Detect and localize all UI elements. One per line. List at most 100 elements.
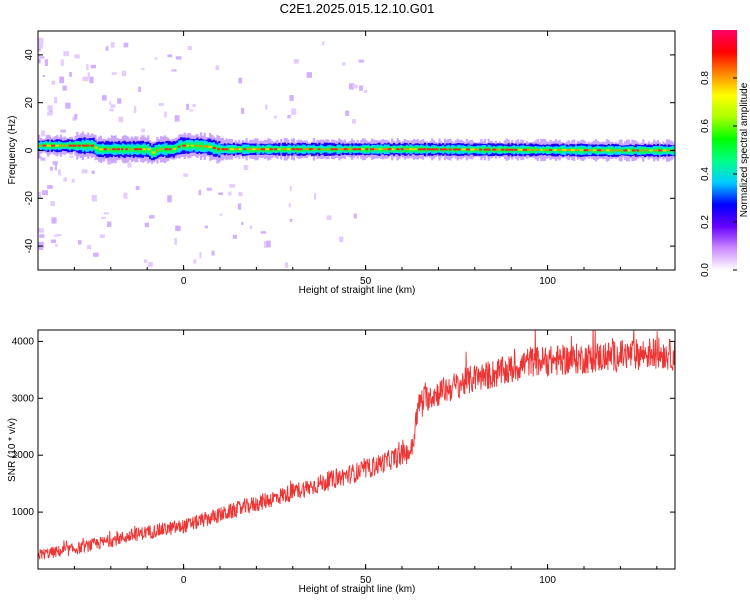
snr-x-label: Height of straight line (km)	[299, 584, 416, 595]
heatmap-band-green	[201, 142, 205, 151]
heatmap-speckle	[47, 111, 53, 116]
heatmap-core	[116, 148, 121, 151]
heatmap-core	[269, 148, 273, 151]
heatmap-speckle	[238, 77, 243, 84]
heatmap-core	[396, 148, 400, 151]
heatmap-speckle	[306, 72, 312, 78]
heatmap-core	[59, 144, 64, 147]
heatmap-core	[356, 148, 362, 151]
heatmap-core	[199, 145, 203, 148]
heatmap-speckle	[38, 156, 42, 159]
spectrogram-x-tick-label: 0	[181, 276, 187, 287]
heatmap-core	[317, 148, 321, 151]
heatmap-speckle	[50, 239, 57, 243]
heatmap-speckle	[38, 37, 44, 44]
heatmap-speckle	[39, 234, 45, 238]
heatmap-band-green	[582, 148, 585, 153]
colorbar: 0.0 0.2 0.4 0.6 0.8 Normalized spectral ampl…	[700, 30, 750, 277]
heatmap-speckle	[102, 95, 107, 101]
heatmap-band-green	[629, 148, 632, 153]
spectrogram-panel: 0 50 100 -40 -20 0 20 40 Height of straight li…	[7, 30, 676, 296]
heatmap-band-green	[320, 147, 323, 151]
heatmap-speckle	[59, 76, 65, 84]
heatmap-core	[147, 148, 152, 151]
heatmap-core	[291, 148, 296, 151]
heatmap-speckle	[87, 72, 91, 80]
heatmap-speckle	[42, 74, 46, 77]
heatmap-band-green	[438, 147, 441, 152]
heatmap-core	[544, 148, 548, 151]
heatmap-core	[522, 148, 528, 151]
heatmap-speckle	[175, 56, 182, 60]
heatmap-speckle	[135, 185, 140, 191]
heatmap-speckle	[38, 245, 44, 250]
heatmap-speckle	[228, 191, 232, 196]
heatmap-band-green	[301, 147, 305, 152]
heatmap-core	[662, 149, 667, 152]
heatmap-core	[51, 144, 56, 147]
heatmap-core	[64, 144, 68, 147]
heatmap-band-green	[285, 147, 288, 152]
heatmap-band-green	[227, 146, 230, 152]
heatmap-core	[649, 149, 653, 152]
heatmap-core	[518, 148, 523, 151]
heatmap-core	[479, 148, 483, 151]
heatmap-core	[627, 149, 631, 152]
heatmap-core	[369, 148, 375, 151]
heatmap-core	[138, 148, 142, 151]
heatmap-speckle	[263, 241, 268, 248]
heatmap-band-green	[176, 145, 179, 150]
heatmap-core	[169, 148, 172, 151]
heatmap-core	[387, 148, 392, 151]
heatmap-core	[352, 148, 357, 151]
heatmap-core	[55, 144, 59, 147]
heatmap-core	[514, 148, 518, 151]
heatmap-speckle	[211, 250, 215, 256]
heatmap-speckle	[326, 215, 332, 220]
heatmap-band-green	[132, 146, 135, 152]
heatmap-speckle	[105, 46, 109, 51]
heatmap-band-green	[127, 145, 130, 153]
heatmap-core	[601, 149, 605, 152]
heatmap-core	[435, 148, 439, 151]
snr-x-tick-label: 50	[360, 575, 372, 586]
heatmap-core	[413, 148, 417, 151]
heatmap-band-green	[329, 147, 332, 151]
heatmap-core	[330, 148, 335, 151]
heatmap-core	[623, 149, 628, 152]
heatmap-core	[295, 148, 300, 151]
heatmap-core	[418, 148, 423, 151]
heatmap-speckle	[54, 97, 58, 104]
heatmap-core	[77, 144, 81, 147]
snr-panel: 0 50 100 1000 2000 3000 4000 Height of straig…	[7, 329, 676, 595]
heatmap-speckle	[364, 90, 368, 93]
heatmap-speckle	[109, 101, 112, 105]
heatmap-core	[107, 148, 111, 151]
spectrogram-x-tick-label: 100	[539, 276, 556, 287]
heatmap-speckle	[349, 83, 354, 90]
heatmap-speckle	[99, 234, 105, 238]
heatmap-core	[614, 149, 618, 152]
heatmap-core	[531, 148, 535, 151]
heatmap-core	[553, 148, 557, 151]
heatmap-core	[112, 148, 116, 151]
heatmap-speckle	[38, 228, 44, 233]
heatmap-core	[566, 149, 571, 152]
heatmap-band-green	[67, 143, 70, 148]
heatmap-speckle	[103, 212, 109, 215]
heatmap-core	[243, 148, 247, 151]
heatmap-speckle	[107, 158, 111, 165]
heatmap-core	[444, 148, 448, 151]
heatmap-band-green	[516, 147, 519, 153]
colorbar-gradient	[712, 30, 737, 270]
heatmap-speckle	[123, 192, 128, 199]
spectrogram-y-tick-label: 20	[24, 97, 35, 109]
snr-y-tick-label: 2000	[12, 450, 35, 461]
heatmap-core	[584, 149, 589, 152]
snr-frame	[37, 329, 676, 570]
heatmap-band-green	[220, 147, 223, 152]
heatmap-speckle	[69, 72, 72, 77]
heatmap-speckle	[121, 70, 127, 77]
heatmap-core	[247, 148, 252, 151]
heatmap-core	[313, 148, 316, 151]
